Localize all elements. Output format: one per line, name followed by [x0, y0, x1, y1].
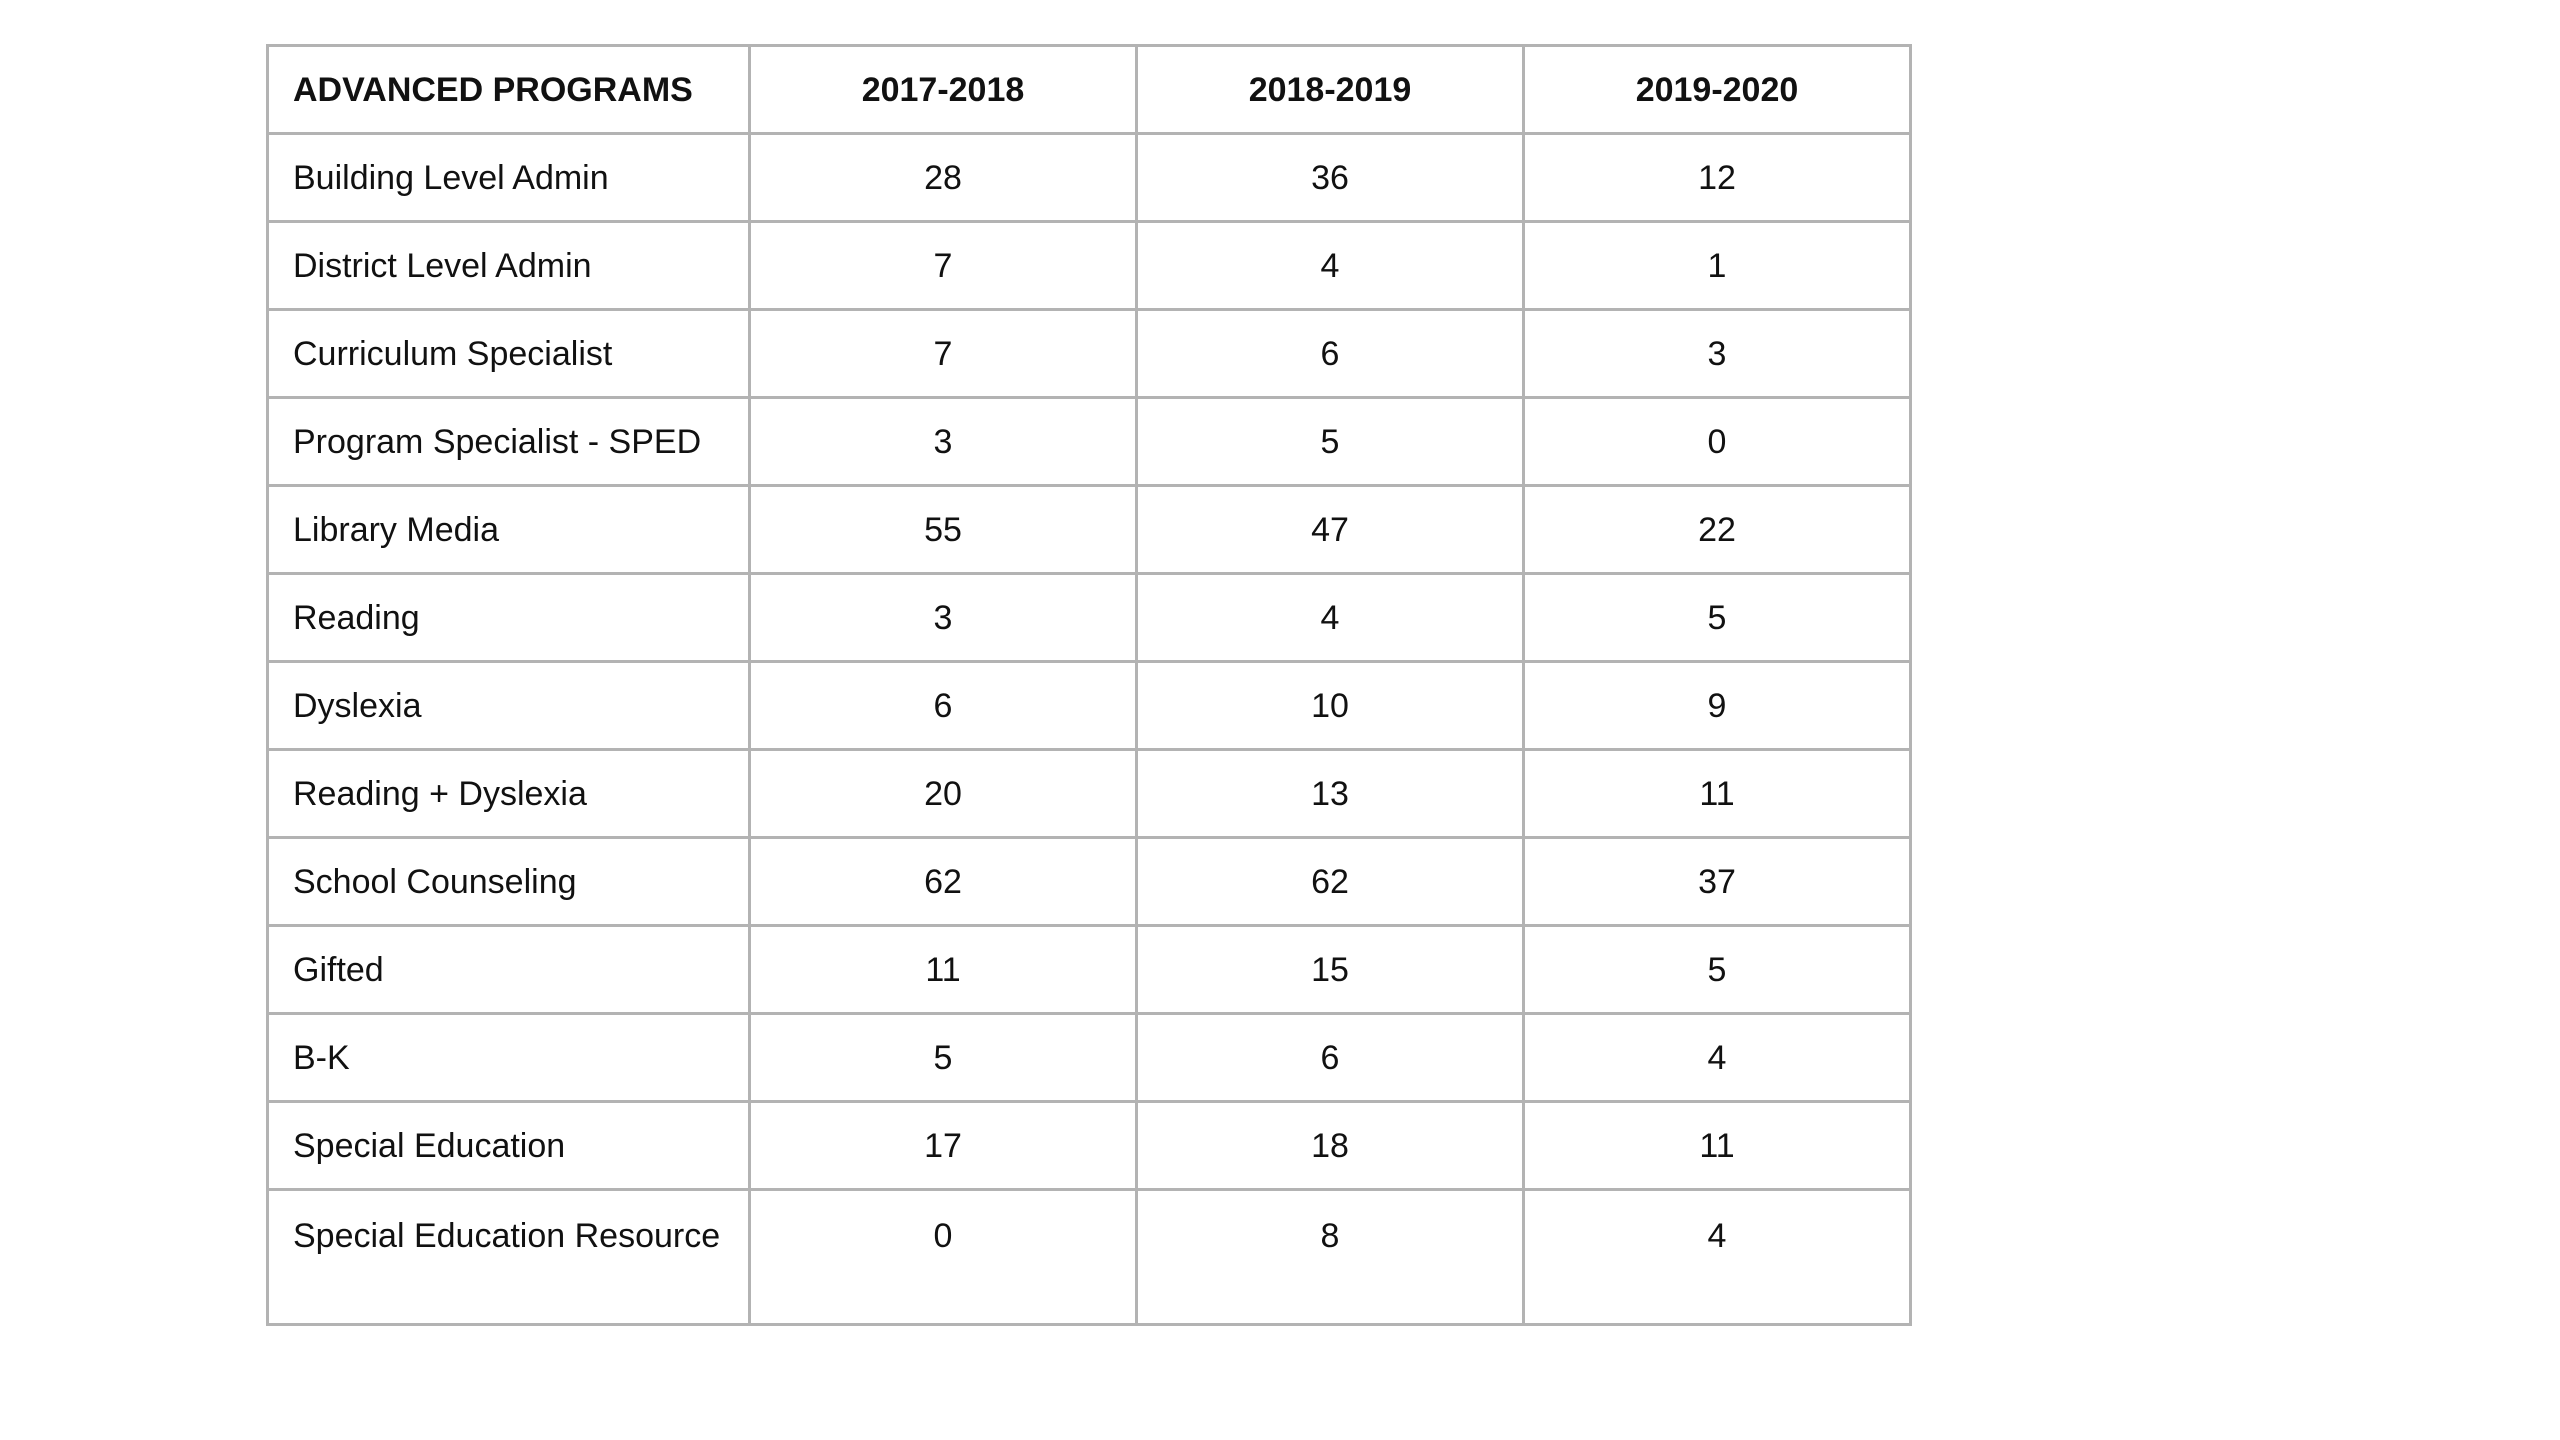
- column-header-program: ADVANCED PROGRAMS: [266, 44, 751, 135]
- table-row: Reading + Dyslexia 20 13 11: [266, 748, 1912, 839]
- cell-2018-2019: 13: [1135, 748, 1525, 839]
- cell-2018-2019: 6: [1135, 308, 1525, 399]
- row-label: Reading: [266, 572, 751, 663]
- cell-2018-2019: 5: [1135, 396, 1525, 487]
- cell-2019-2020: 3: [1522, 308, 1912, 399]
- cell-2019-2020: 9: [1522, 660, 1912, 751]
- table-row: Library Media 55 47 22: [266, 484, 1912, 575]
- table-row: Gifted 11 15 5: [266, 924, 1912, 1015]
- cell-2018-2019: 6: [1135, 1012, 1525, 1103]
- column-header-2019-2020: 2019-2020: [1522, 44, 1912, 135]
- advanced-programs-table-container: ADVANCED PROGRAMS 2017-2018 2018-2019 20…: [266, 44, 1912, 1326]
- cell-2018-2019: 36: [1135, 132, 1525, 223]
- column-header-2018-2019: 2018-2019: [1135, 44, 1525, 135]
- cell-2018-2019: 18: [1135, 1100, 1525, 1191]
- row-label: Gifted: [266, 924, 751, 1015]
- cell-2019-2020: 1: [1522, 220, 1912, 311]
- cell-2019-2020: 5: [1522, 924, 1912, 1015]
- row-label: School Counseling: [266, 836, 751, 927]
- cell-2017-2018: 28: [748, 132, 1138, 223]
- cell-2017-2018: 7: [748, 308, 1138, 399]
- cell-2017-2018: 0: [748, 1188, 1138, 1326]
- cell-2019-2020: 12: [1522, 132, 1912, 223]
- cell-2017-2018: 3: [748, 572, 1138, 663]
- cell-2017-2018: 20: [748, 748, 1138, 839]
- cell-2018-2019: 62: [1135, 836, 1525, 927]
- cell-2018-2019: 10: [1135, 660, 1525, 751]
- cell-2017-2018: 55: [748, 484, 1138, 575]
- table-row: Reading 3 4 5: [266, 572, 1912, 663]
- table-row: Special Education Resource 0 8 4: [266, 1188, 1912, 1326]
- table-row: Dyslexia 6 10 9: [266, 660, 1912, 751]
- table-row: B-K 5 6 4: [266, 1012, 1912, 1103]
- row-label: Program Specialist - SPED: [266, 396, 751, 487]
- table-row: District Level Admin 7 4 1: [266, 220, 1912, 311]
- row-label: Reading + Dyslexia: [266, 748, 751, 839]
- advanced-programs-table: ADVANCED PROGRAMS 2017-2018 2018-2019 20…: [266, 44, 1912, 1326]
- cell-2018-2019: 8: [1135, 1188, 1525, 1326]
- row-label: Library Media: [266, 484, 751, 575]
- cell-2017-2018: 3: [748, 396, 1138, 487]
- cell-2019-2020: 4: [1522, 1188, 1912, 1326]
- table-row: Building Level Admin 28 36 12: [266, 132, 1912, 223]
- column-header-2017-2018: 2017-2018: [748, 44, 1138, 135]
- cell-2017-2018: 5: [748, 1012, 1138, 1103]
- cell-2018-2019: 4: [1135, 572, 1525, 663]
- cell-2017-2018: 11: [748, 924, 1138, 1015]
- cell-2017-2018: 62: [748, 836, 1138, 927]
- cell-2019-2020: 0: [1522, 396, 1912, 487]
- table-row: Curriculum Specialist 7 6 3: [266, 308, 1912, 399]
- cell-2019-2020: 11: [1522, 1100, 1912, 1191]
- table-row: Special Education 17 18 11: [266, 1100, 1912, 1191]
- cell-2019-2020: 37: [1522, 836, 1912, 927]
- cell-2019-2020: 4: [1522, 1012, 1912, 1103]
- row-label: B-K: [266, 1012, 751, 1103]
- cell-2018-2019: 15: [1135, 924, 1525, 1015]
- table-header-row: ADVANCED PROGRAMS 2017-2018 2018-2019 20…: [266, 44, 1912, 135]
- table-row: Program Specialist - SPED 3 5 0: [266, 396, 1912, 487]
- row-label: Dyslexia: [266, 660, 751, 751]
- cell-2019-2020: 5: [1522, 572, 1912, 663]
- table-row: School Counseling 62 62 37: [266, 836, 1912, 927]
- cell-2018-2019: 47: [1135, 484, 1525, 575]
- cell-2018-2019: 4: [1135, 220, 1525, 311]
- row-label: Building Level Admin: [266, 132, 751, 223]
- cell-2019-2020: 11: [1522, 748, 1912, 839]
- cell-2017-2018: 6: [748, 660, 1138, 751]
- row-label: Curriculum Specialist: [266, 308, 751, 399]
- row-label: Special Education: [266, 1100, 751, 1191]
- cell-2017-2018: 17: [748, 1100, 1138, 1191]
- row-label: District Level Admin: [266, 220, 751, 311]
- row-label: Special Education Resource: [266, 1188, 751, 1326]
- cell-2017-2018: 7: [748, 220, 1138, 311]
- cell-2019-2020: 22: [1522, 484, 1912, 575]
